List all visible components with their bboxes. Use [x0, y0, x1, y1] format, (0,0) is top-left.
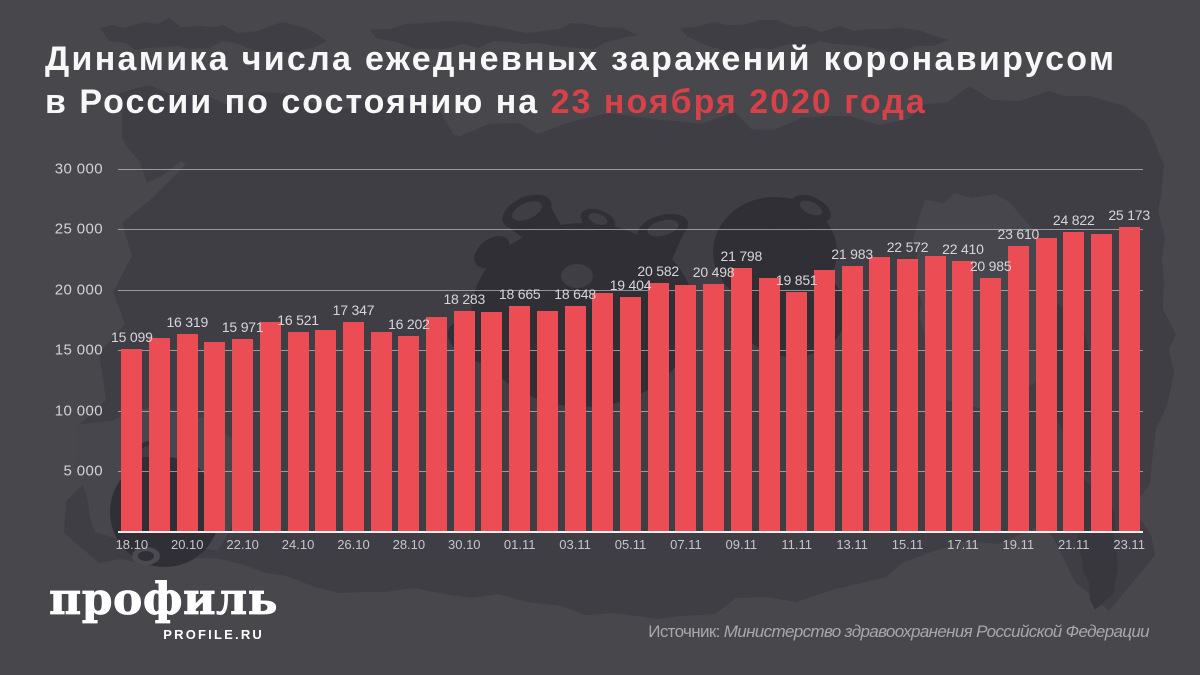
x-axis-label: 26.10	[337, 537, 370, 552]
bar-15.11	[897, 258, 919, 532]
bar-22.10	[232, 338, 254, 532]
x-axis-label: 05.11	[614, 537, 647, 552]
bar-23.11	[1118, 227, 1140, 532]
bar-04.11	[592, 292, 614, 532]
x-axis-label: 15.11	[891, 537, 924, 552]
bar-08.11	[703, 283, 725, 532]
bar-03.11	[564, 306, 586, 532]
bar-value-label: 20 985	[969, 257, 1012, 274]
bar-value-label: 16 202	[388, 315, 430, 332]
bar-01.11	[509, 305, 531, 532]
profile-logo-wordmark: профиль	[49, 574, 279, 625]
bar-20.10	[176, 334, 198, 532]
chart-title: Динамика числа ежедневных заражений коро…	[45, 38, 1116, 124]
bar-16.11	[924, 256, 946, 532]
bar-value-label: 22 572	[886, 238, 929, 255]
bar-value-label: 19 851	[775, 271, 818, 288]
bar-28.10	[398, 335, 420, 532]
y-axis-label: 30 000	[54, 160, 103, 178]
x-axis-label: 07.11	[670, 537, 702, 552]
x-axis-label: 21.11	[1057, 537, 1090, 552]
x-axis-label: 17.11	[947, 537, 979, 552]
bar-21.11	[1063, 231, 1085, 532]
x-axis-label: 28.10	[392, 537, 426, 552]
bar-value-label: 21 983	[831, 245, 873, 262]
bar-value-label: 24 822	[1052, 211, 1095, 228]
bar-06.11	[647, 282, 669, 532]
bar-12.11	[813, 270, 835, 532]
x-axis-line	[118, 530, 1143, 533]
bar-value-label: 21 798	[720, 248, 763, 265]
x-axis-label: 19.11	[1002, 537, 1035, 552]
bar-19.11	[1007, 246, 1029, 532]
bar-10.11	[758, 278, 780, 532]
x-axis-label: 13.11	[836, 537, 868, 552]
bar-09.11	[730, 268, 752, 532]
bar-value-label: 18 283	[443, 290, 486, 307]
bar-11.11	[786, 291, 808, 532]
profile-logo-domain: PROFILE.RU	[163, 627, 264, 642]
source-name: Министерство здравоохранения Российской …	[723, 622, 1150, 641]
chart-title-date: 23 ноября 2020 года	[550, 83, 927, 121]
bar-value-label: 16 521	[277, 311, 319, 328]
bar-value-label: 15 099	[111, 329, 153, 346]
x-axis-label: 24.10	[281, 537, 315, 552]
gridline	[118, 169, 1143, 170]
bar-value-label: 20 498	[692, 263, 735, 280]
bar-value-label: 18 648	[554, 286, 596, 303]
bar-30.10	[453, 310, 475, 532]
bar-value-label: 25 173	[1108, 207, 1150, 224]
y-axis-label: 25 000	[54, 220, 103, 238]
x-axis-label: 11.11	[781, 537, 813, 552]
bar-22.11	[1090, 234, 1112, 532]
bar-value-label: 22 410	[942, 240, 984, 257]
y-axis-label: 5 000	[63, 462, 103, 480]
bar-25.10	[315, 329, 337, 532]
bar-05.11	[620, 297, 641, 532]
x-axis-label: 03.11	[559, 537, 591, 552]
bar-07.11	[675, 285, 697, 532]
bar-24.10	[287, 331, 309, 532]
bar-21.10	[204, 341, 226, 532]
bar-18.11	[980, 277, 1002, 532]
bar-18.10	[121, 349, 143, 532]
bar-02.11	[536, 310, 558, 532]
bar-19.10	[149, 338, 171, 532]
x-axis-label: 30.10	[448, 537, 481, 552]
y-axis-label: 15 000	[54, 341, 103, 359]
bar-value-label: 16 319	[166, 314, 209, 331]
bar-value-label: 17 347	[332, 301, 375, 318]
bar-value-label: 20 582	[637, 262, 679, 279]
bar-value-label: 23 610	[997, 226, 1040, 243]
bar-29.10	[426, 317, 448, 532]
source-note: Источник: Министерство здравоохранения Р…	[648, 622, 1149, 642]
chart-title-line2: в России по состоянию на	[45, 83, 551, 121]
bar-23.10	[259, 321, 281, 532]
profile-logo: профиль PROFILE.RU	[49, 574, 279, 642]
y-axis-label: 10 000	[54, 402, 103, 420]
x-axis-label: 01.11	[503, 537, 536, 552]
bar-27.10	[370, 331, 392, 532]
bar-17.11	[952, 260, 974, 532]
x-axis-label: 22.10	[226, 537, 259, 552]
bar-26.10	[342, 321, 364, 532]
bar-13.11	[841, 265, 863, 532]
x-axis-label: 23.11	[1113, 537, 1145, 552]
x-axis-label: 18.10	[115, 537, 149, 552]
gridline	[118, 289, 1143, 291]
bar-20.11	[1035, 237, 1057, 532]
bar-14.11	[869, 257, 891, 532]
y-axis-label: 20 000	[54, 281, 103, 299]
x-axis-label: 20.10	[170, 537, 204, 552]
bar-value-label: 19 404	[609, 277, 652, 294]
bar-31.10	[481, 312, 503, 532]
bar-value-label: 15 971	[221, 318, 264, 335]
source-prefix: Источник:	[648, 622, 724, 641]
x-axis-label: 09.11	[725, 537, 758, 552]
bar-value-label: 18 665	[498, 285, 541, 302]
chart-title-line1: Динамика числа ежедневных заражений коро…	[45, 40, 1117, 78]
gridline	[118, 229, 1143, 231]
